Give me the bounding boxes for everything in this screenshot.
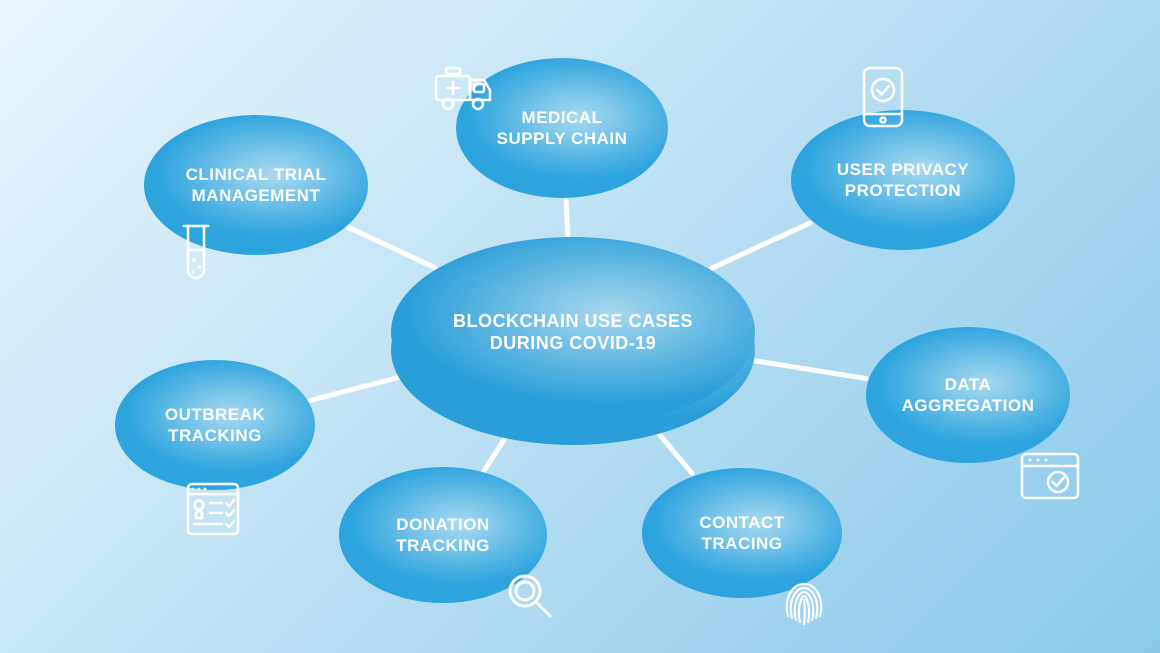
node-label: USER PRIVACYPROTECTION	[827, 159, 979, 202]
node-dataagg: DATAAGGREGATION	[866, 327, 1070, 463]
magnifier-icon	[504, 570, 556, 622]
node-label: CLINICAL TRIALMANAGEMENT	[176, 164, 337, 207]
node-label: MEDICALSUPPLY CHAIN	[487, 107, 638, 150]
checklist-icon	[182, 478, 244, 540]
center-bubble: BLOCKCHAIN USE CASESDURING COVID-19	[391, 237, 755, 427]
fingerprint-icon	[776, 572, 832, 628]
connector-line	[563, 198, 570, 237]
node-label: OUTBREAKTRACKING	[155, 404, 275, 447]
center-bubble-label: BLOCKCHAIN USE CASESDURING COVID-19	[443, 310, 703, 355]
testtube-icon	[178, 220, 214, 288]
diagram-canvas: BLOCKCHAIN USE CASESDURING COVID-19 CLINI…	[0, 0, 1160, 653]
phone-check-icon	[858, 64, 908, 130]
browser-check-icon	[1018, 448, 1082, 504]
connector-line	[708, 219, 813, 271]
ambulance-icon	[430, 62, 494, 114]
node-outbreak: OUTBREAKTRACKING	[115, 360, 315, 490]
node-label: DATAAGGREGATION	[892, 374, 1045, 417]
node-label: DONATIONTRACKING	[386, 514, 500, 557]
connector-line	[747, 357, 870, 381]
node-label: CONTACTTRACING	[689, 512, 794, 555]
connector-line	[307, 372, 410, 403]
node-privacy: USER PRIVACYPROTECTION	[791, 110, 1015, 250]
connector-line	[345, 224, 438, 271]
